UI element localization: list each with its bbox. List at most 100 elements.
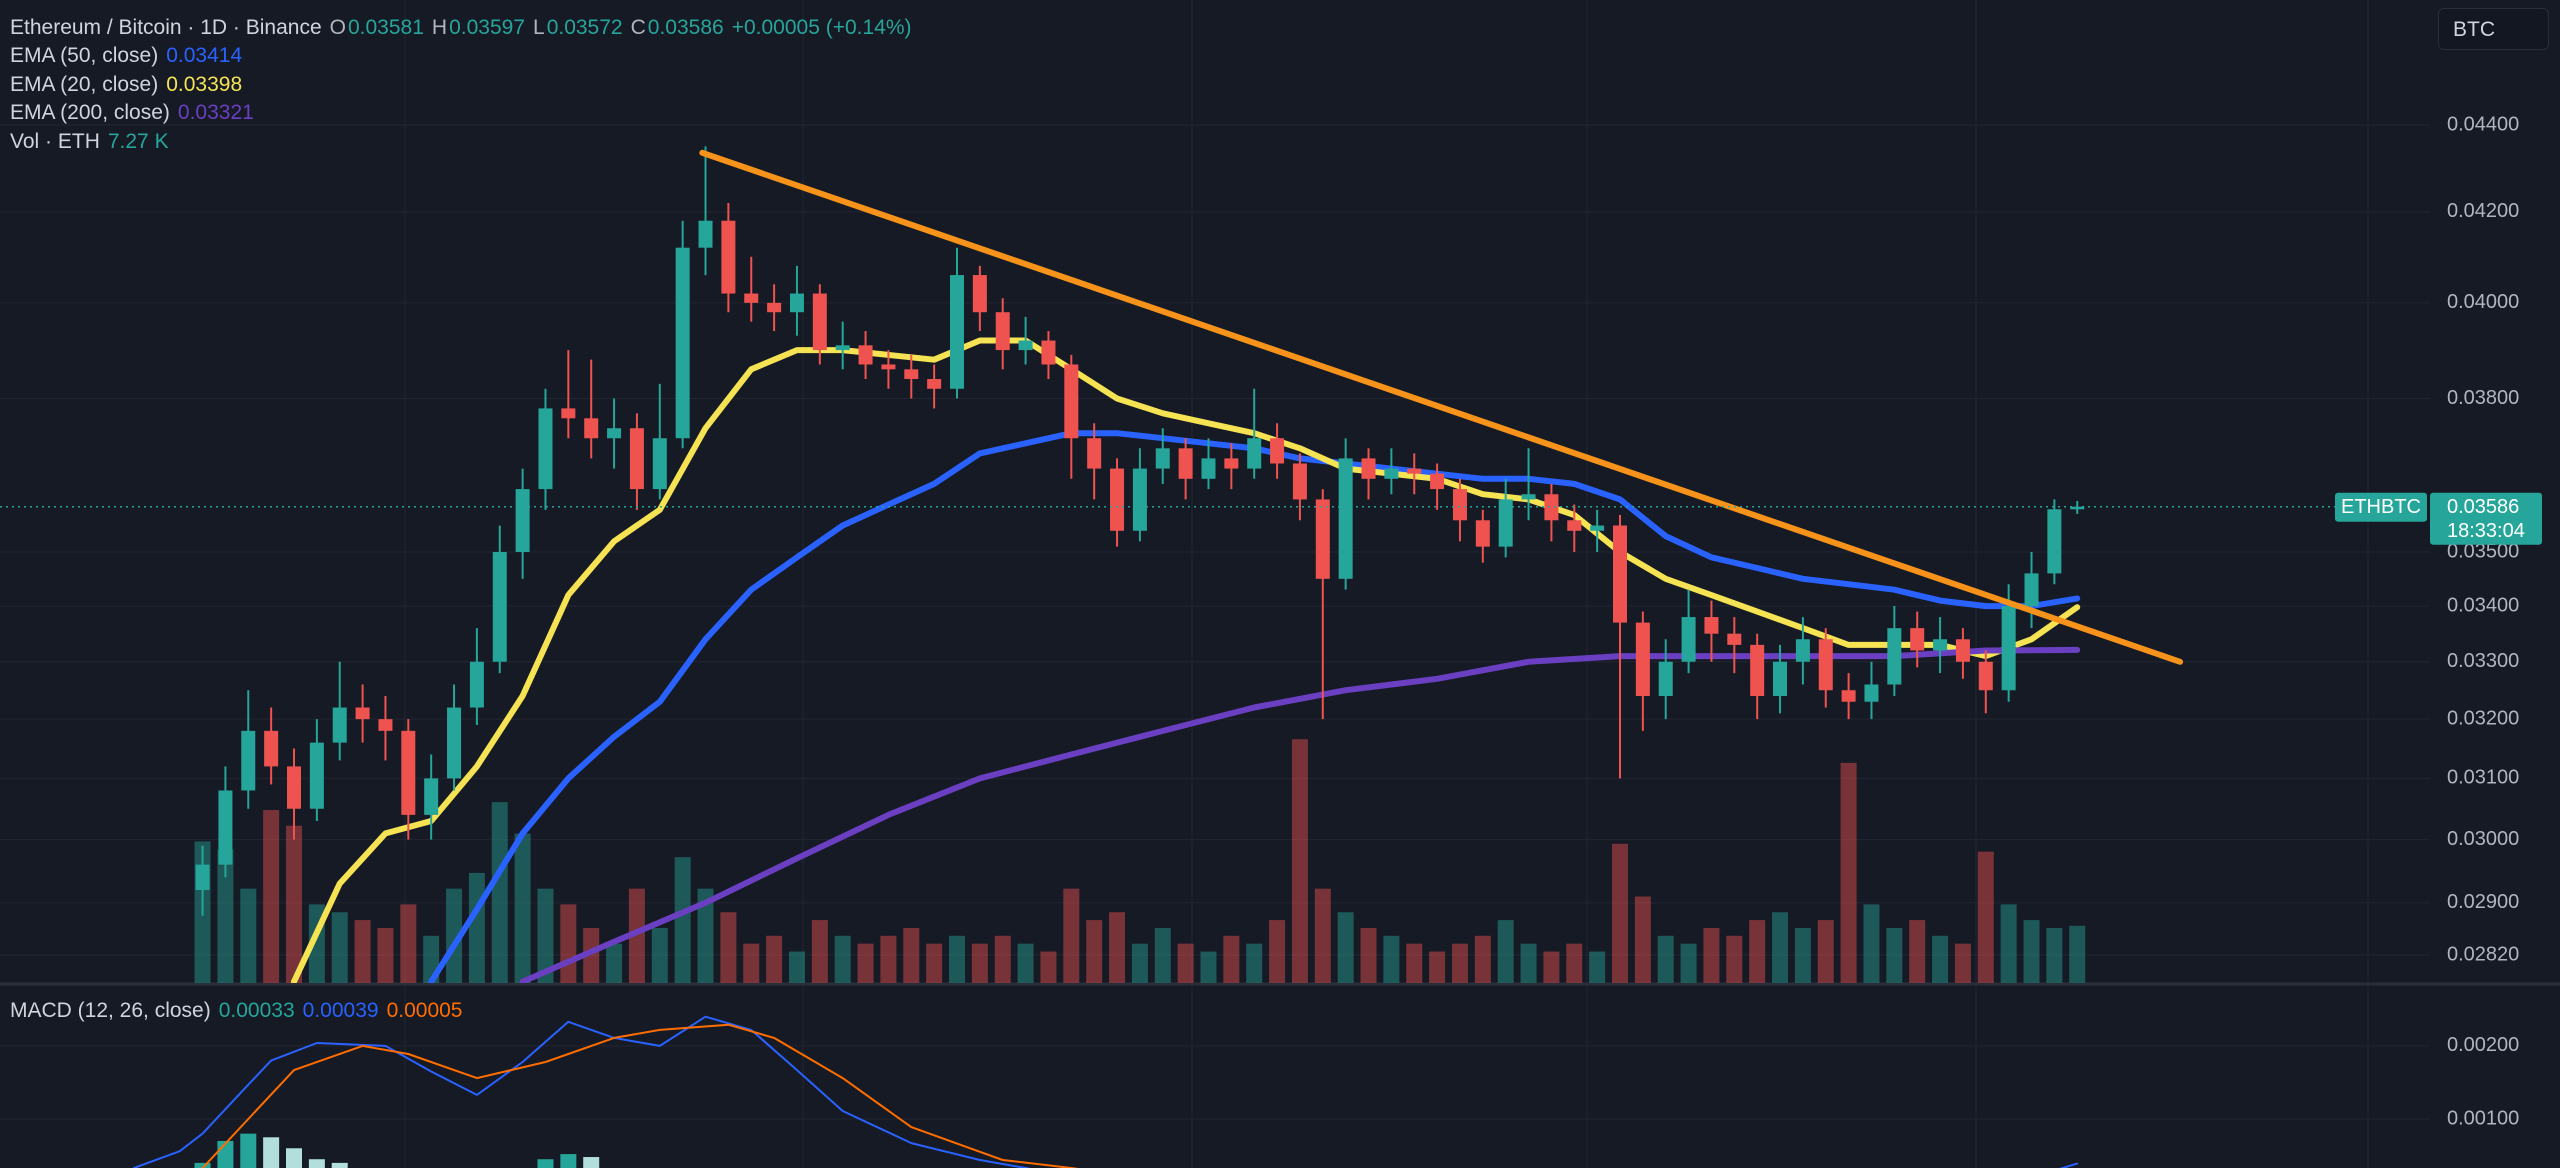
candle-body [1933,639,1948,651]
candle-body [812,293,827,351]
volume-bar [1360,927,1377,983]
volume-bar [834,935,851,983]
volume-bar [628,888,645,983]
ohlc-value: 0.03581 [347,16,424,39]
volume-bar [1406,943,1423,983]
candle-body [309,742,324,809]
legend-name: EMA (20, close) [10,73,159,96]
ema-line [291,337,2081,983]
candle-body [1681,617,1696,662]
ema-line [519,646,2081,983]
legend-value: 0.00005 [386,999,463,1022]
volume-bar [286,825,303,983]
volume-bar [1840,762,1857,983]
histogram-bar [286,1148,303,1168]
histogram-bar [240,1133,257,1168]
volume-bar [1749,920,1766,983]
histogram-bar [263,1137,280,1168]
candle-body [1247,438,1262,469]
volume-bar [2000,904,2017,983]
candle-body [469,661,484,708]
candle-body [195,864,210,890]
candle-body [1773,661,1788,696]
candle-body [1590,525,1605,531]
volume-bar [514,833,531,983]
legend-name: EMA (50, close) [10,44,159,67]
candle-body [1087,438,1102,469]
candle-body [1384,468,1399,479]
ohlc-letter: H [431,16,448,39]
candle-body [538,408,553,490]
volume-bar [1451,943,1468,983]
symbol-tag [2335,492,2427,522]
currency-button[interactable]: BTC [2438,8,2549,50]
y-tick-label: 0.03200 [2447,707,2519,729]
y-tick-label: 0.04000 [2447,291,2519,313]
candle-body [2024,573,2039,607]
volume-bar [1634,896,1651,983]
symbol-legend: Ethereum / Bitcoin · 1D · Binance O0.0358… [10,14,920,42]
volume-bar [537,888,554,983]
volume-bar [1909,920,1926,983]
symbol-title: Ethereum / Bitcoin · 1D · Binance [10,16,322,39]
ohlc-letter: O [329,16,346,39]
candle-body [1201,458,1216,479]
candle-body [241,730,256,791]
price-tag-value: 0.03586 [2447,496,2519,518]
price-tag [2430,492,2542,545]
volume-bar [1314,888,1331,983]
ohlc-value: 0.03586 [647,16,724,39]
volume-bar [1383,935,1400,983]
volume-bar [1337,912,1354,983]
legend-value: 0.03398 [166,73,243,96]
volume-bar [1954,943,1971,983]
candle-body [1475,520,1490,547]
volume-bar [263,809,280,983]
candle-body [1178,448,1193,479]
volume-bar [1177,943,1194,983]
candle-body [1521,494,1536,500]
macd-legend: MACD (12, 26, close) 0.00033 0.00039 0.0000… [10,997,471,1025]
candle-body [927,379,942,389]
volume-bar [1269,920,1286,983]
histogram-bar [537,1159,554,1168]
candle-body [1704,617,1719,634]
legend-value: 0.00033 [218,999,295,1022]
macd-line [133,1015,2079,1168]
candle-body [995,312,1010,351]
candle-body [767,302,782,313]
candle-body [881,364,896,370]
candle-body [2070,506,2085,510]
candle-body [1155,448,1170,469]
candle-body [1818,639,1833,691]
ohlc-letter: L [533,16,545,39]
volume-bar [1291,739,1308,983]
volume-bar [1726,935,1743,983]
legend-name: EMA (200, close) [10,101,170,124]
volume-bar [1520,943,1537,983]
volume-bar [697,888,714,983]
volume-bar [1817,920,1834,983]
volume-bar [606,943,623,983]
volume-bar [1932,935,1949,983]
macd-pane [0,1015,2430,1168]
volume-bar [720,912,737,983]
histogram-bar [194,1162,211,1168]
y-tick-label: 0.03000 [2447,828,2519,850]
volume-bar [1200,951,1217,983]
volume-bar [354,920,371,983]
candle-body [950,275,965,389]
volume-bar [1246,943,1263,983]
candle-body [515,489,530,552]
candle-body [561,408,576,419]
volume-bar [1131,943,1148,983]
candle-body [1544,494,1559,521]
candle-body [218,790,233,865]
histogram-bar [217,1140,234,1168]
candle-body [1452,489,1467,521]
candle-body [1635,622,1650,696]
candle-body [492,551,507,662]
candle-body [1978,661,1993,691]
